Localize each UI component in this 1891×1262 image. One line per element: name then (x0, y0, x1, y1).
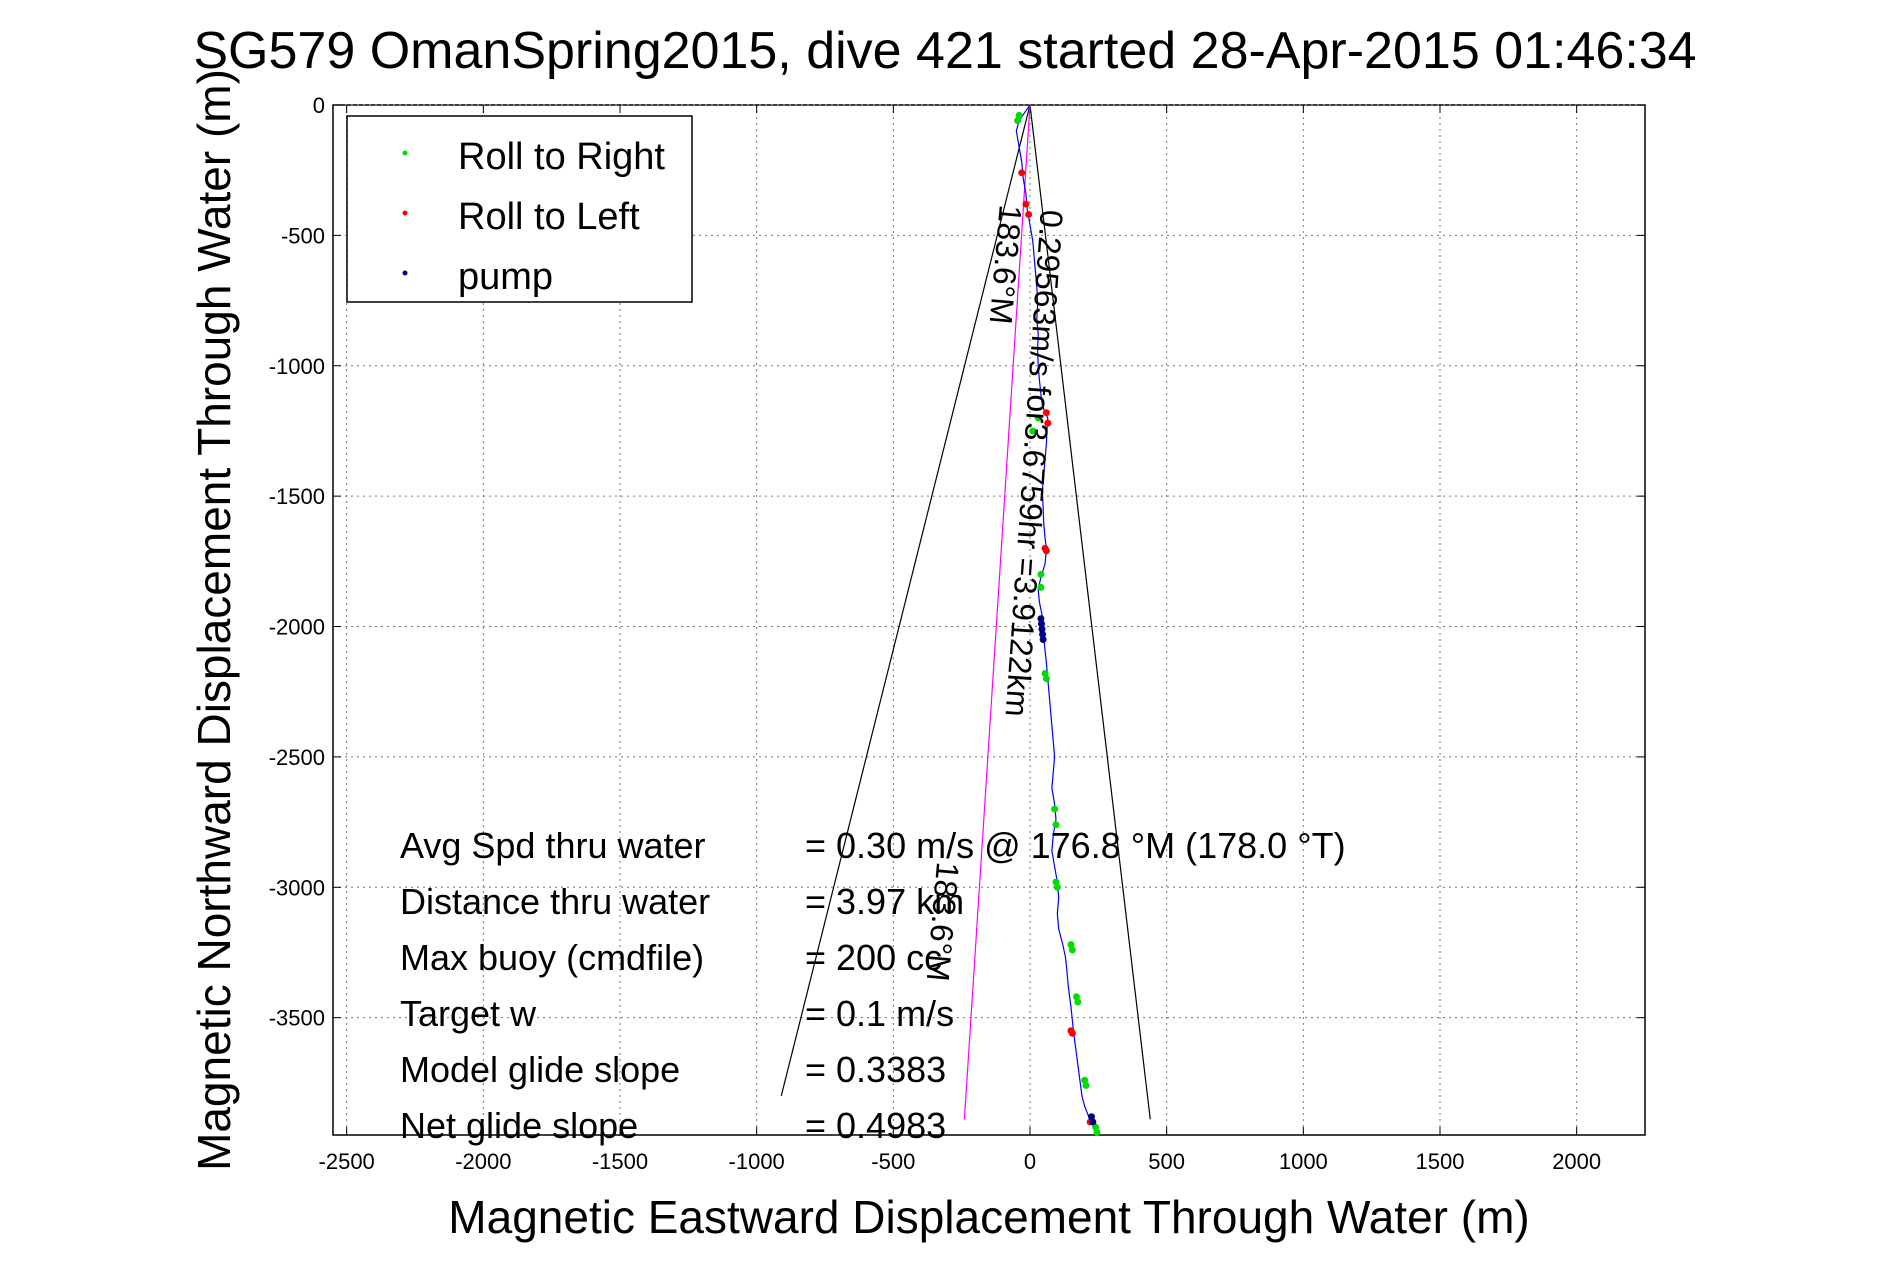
legend-marker (402, 270, 408, 276)
roll-left-point (1042, 409, 1050, 417)
reference-lines (780, 104, 1151, 1120)
roll-left-point (1018, 169, 1026, 177)
stat-value: = 0.3383 (805, 1049, 946, 1090)
x-tick-label: -1000 (729, 1149, 785, 1174)
roll-right-point (1014, 117, 1022, 125)
y-tick-label: -2500 (269, 745, 325, 770)
roll-left-point (1042, 547, 1050, 555)
y-tick-label: -1000 (269, 354, 325, 379)
heading-line (963, 104, 1031, 1120)
legend-label: pump (458, 256, 553, 298)
roll-right-point (1082, 1081, 1090, 1089)
roll-right-point (1053, 883, 1061, 891)
roll-markers (1014, 111, 1101, 1136)
y-tick-label: -3000 (269, 875, 325, 900)
roll-right-point (1037, 570, 1045, 578)
stat-label: Max buoy (cmdfile) (400, 937, 704, 978)
roll-right-point (1029, 427, 1037, 435)
pump-point (1037, 615, 1045, 623)
stat-label: Distance thru water (400, 881, 710, 922)
x-tick-label: 1500 (1416, 1149, 1465, 1174)
roll-left-point (1068, 1029, 1076, 1037)
y-axis-ticks: 0 -500 -1000 -1500 -2000 -2500 -3000 -3500 (269, 93, 1645, 1031)
stat-value: = 0.30 m/s @ 176.8 °M (178.0 °T) (805, 825, 1346, 866)
grid (333, 104, 1645, 1135)
x-tick-label: 500 (1148, 1149, 1185, 1174)
pump-point (1037, 620, 1045, 628)
y-tick-label: -500 (281, 223, 325, 248)
x-tick-label: -2500 (319, 1149, 375, 1174)
legend-label: Roll to Right (458, 136, 665, 178)
roll-right-point (1093, 1128, 1101, 1136)
x-tick-label: 1000 (1279, 1149, 1328, 1174)
x-tick-label: -500 (871, 1149, 915, 1174)
roll-right-point (1042, 675, 1050, 683)
legend-marker (402, 150, 408, 156)
legend: Roll to Right Roll to Left pump (346, 115, 693, 303)
pump-point (1089, 1118, 1097, 1126)
roll-right-point (1037, 583, 1045, 591)
roll-right-point (1068, 946, 1076, 954)
roll-left-point (1025, 211, 1033, 219)
cone-line (780, 104, 1031, 1097)
x-axis-label: Magnetic Eastward Displacement Through W… (448, 1191, 1529, 1243)
stat-label: Net glide slope (400, 1105, 638, 1146)
legend-marker (402, 210, 408, 216)
pump-point (1038, 625, 1046, 633)
x-tick-label: -2000 (455, 1149, 511, 1174)
y-tick-label: -2000 (269, 615, 325, 640)
x-tick-label: -1500 (592, 1149, 648, 1174)
stat-label: Model glide slope (400, 1049, 680, 1090)
stat-value: = 3.97 km (805, 881, 964, 922)
x-tick-label: 2000 (1552, 1149, 1601, 1174)
chart-title: SG579 OmanSpring2015, dive 421 started 2… (193, 22, 1696, 80)
legend-label: Roll to Left (458, 196, 640, 238)
stat-value: = 0.1 m/s (805, 993, 954, 1034)
y-axis-label: Magnetic Northward Displacement Through … (188, 69, 240, 1171)
roll-right-point (1074, 998, 1082, 1006)
roll-left-point (1044, 419, 1052, 427)
y-tick-label: -3500 (269, 1006, 325, 1031)
roll-right-point (1034, 414, 1042, 422)
stat-value: = 0.4983 (805, 1105, 946, 1146)
stat-value: = 200 cc (805, 937, 942, 978)
y-tick-label: -1500 (269, 484, 325, 509)
stat-label: Target w (400, 993, 537, 1034)
roll-right-point (1052, 821, 1060, 829)
x-axis-ticks: -2500 -2000 -1500 -1000 -500 0 500 1000 1500 2000 (319, 105, 1601, 1174)
roll-right-point (1051, 805, 1059, 813)
y-tick-label: 0 (313, 93, 325, 118)
x-tick-label: 0 (1024, 1149, 1036, 1174)
cone-line (1029, 104, 1151, 1120)
roll-left-point (1022, 200, 1030, 208)
stat-label: Avg Spd thru water (400, 825, 706, 866)
pump-point (1039, 636, 1047, 644)
stats-block: Avg Spd thru water = 0.30 m/s @ 176.8 °M … (400, 825, 1346, 1146)
pump-point (1039, 630, 1047, 638)
